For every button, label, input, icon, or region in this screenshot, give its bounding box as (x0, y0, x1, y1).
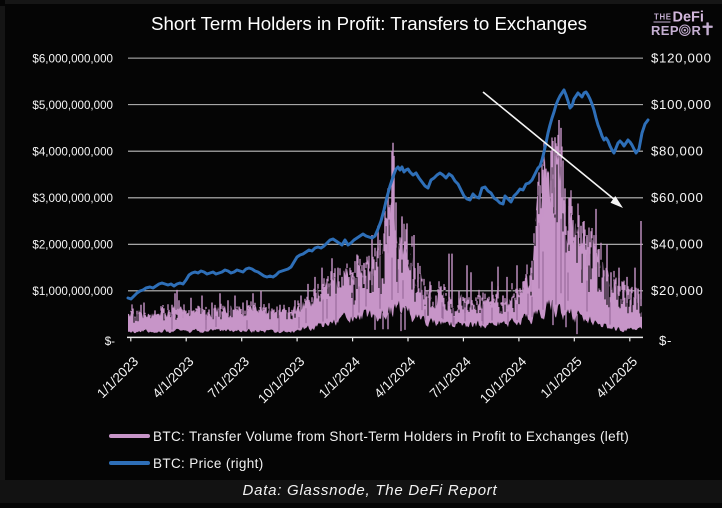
svg-text:$3,000,000,000: $3,000,000,000 (32, 192, 113, 205)
svg-text:$20,000: $20,000 (651, 283, 704, 298)
svg-text:Data: Glassnode, The DeFi Repo: Data: Glassnode, The DeFi Report (243, 482, 498, 499)
svg-text:$120,000: $120,000 (651, 51, 712, 66)
svg-text:$100,000: $100,000 (651, 97, 712, 112)
svg-text:$5,000,000,000: $5,000,000,000 (32, 99, 113, 112)
svg-text:$6,000,000,000: $6,000,000,000 (32, 52, 113, 65)
svg-text:$80,000: $80,000 (651, 144, 704, 159)
svg-text:$40,000: $40,000 (651, 237, 704, 252)
svg-text:$-: $- (659, 333, 672, 348)
svg-text:$-: $- (105, 335, 115, 348)
svg-text:$2,000,000,000: $2,000,000,000 (32, 239, 113, 252)
svg-text:THE: THE (654, 13, 672, 22)
svg-text:Short Term Holders in Profit:: Short Term Holders in Profit: Transfers … (151, 13, 587, 34)
svg-text:$1,000,000,000: $1,000,000,000 (32, 285, 113, 298)
svg-text:BTC: Price (right): BTC: Price (right) (153, 456, 264, 471)
svg-text:BTC: Transfer Volume from Shor: BTC: Transfer Volume from Short-Term Hol… (153, 429, 629, 444)
svg-text:REP: REP (651, 23, 679, 38)
svg-text:R: R (692, 23, 702, 38)
svg-text:DeFi: DeFi (673, 10, 704, 26)
svg-text:$4,000,000,000: $4,000,000,000 (32, 145, 113, 158)
svg-text:$60,000: $60,000 (651, 190, 704, 205)
